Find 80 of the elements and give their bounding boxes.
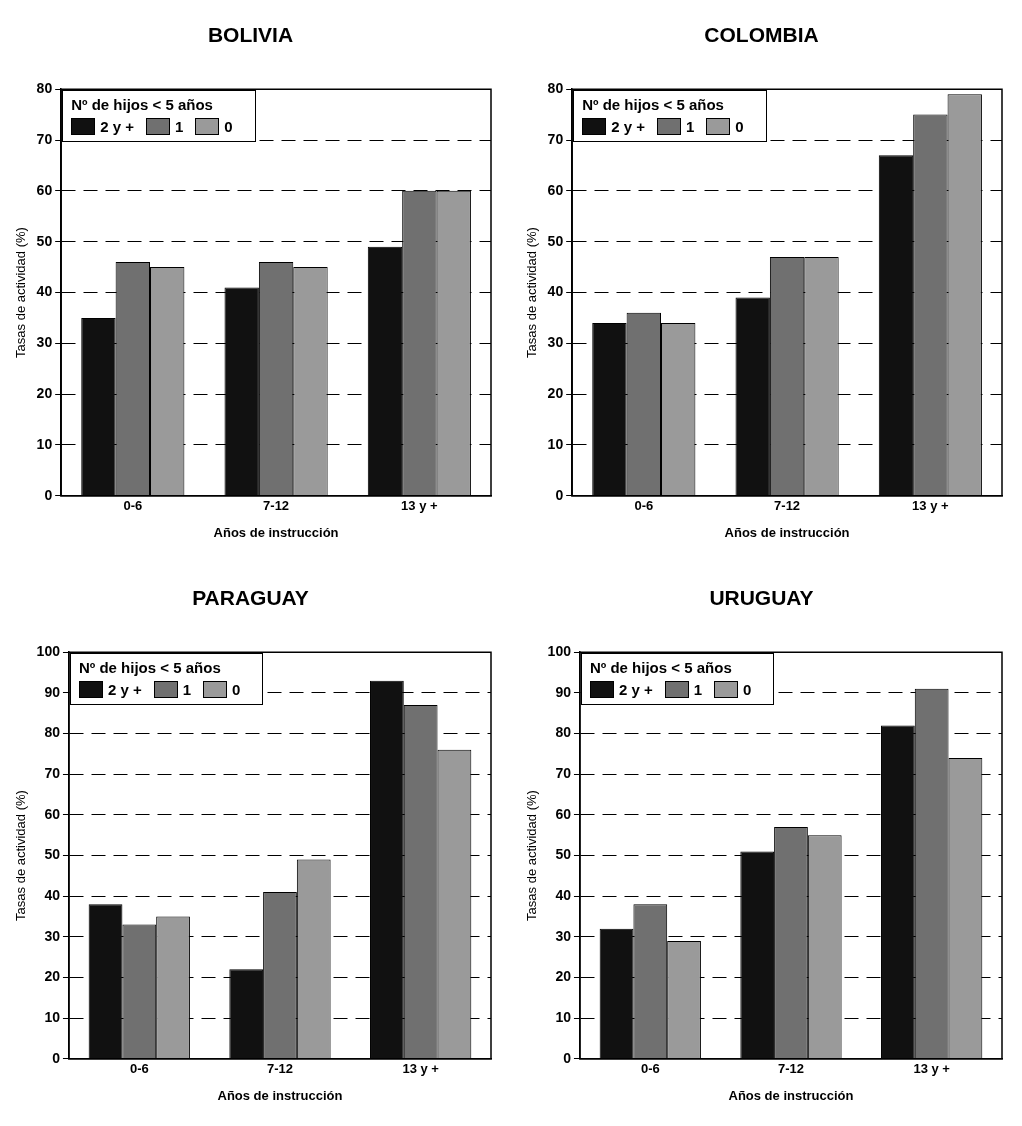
y-tick-label: 60 [36,181,53,198]
y-tick-label: 70 [36,130,53,147]
y-tick-label: 70 [547,130,564,147]
y-tick-label: 70 [555,765,572,782]
y-tick-label: 20 [44,968,61,985]
legend-label: 1 [693,681,703,699]
x-tick-label: 13 y + [913,1061,951,1077]
y-tick-label: 10 [555,1009,572,1025]
x-tick-label: 7-12 [263,498,290,514]
x-tick-label: 13 y + [912,498,950,514]
y-tick-label: 60 [547,181,564,198]
y-tick-label: 10 [547,435,564,452]
y-tick-label: 50 [44,846,61,863]
y-tick-label: 20 [555,968,572,985]
y-tick-label: 30 [547,334,564,351]
x-tick-label: 13 y + [402,1061,440,1077]
y-tick-label: 50 [555,846,572,863]
x-tick-label: 0-6 [634,498,654,514]
legend-label: 0 [224,118,233,136]
y-tick-label: 90 [44,683,61,700]
y-tick-label: 20 [547,385,564,402]
y-tick-label: 40 [36,283,53,300]
x-tick-label: 7-12 [774,498,801,514]
y-tick-label: 70 [44,765,61,782]
y-axis-title: Tasas de actividad (%) [13,227,29,358]
x-axis-title: Años de instrucción [213,524,339,540]
legend-title: Nº de hijos < 5 años [589,659,733,677]
x-tick-label: 7-12 [777,1061,804,1077]
y-tick-label: 50 [36,232,53,249]
x-tick-label: 13 y + [401,498,439,514]
legend-label: 2 y + [618,681,653,699]
y-tick-label: 60 [555,805,572,822]
y-tick-label: 80 [44,724,61,741]
y-tick-label: 0 [52,1049,61,1066]
chart-title: BOLIVIA [207,23,294,47]
y-tick-label: 80 [555,724,572,741]
y-tick-label: 60 [44,805,61,822]
x-tick-label: 0-6 [129,1061,149,1077]
y-tick-label: 80 [547,80,564,97]
x-tick-label: 0-6 [640,1061,660,1077]
y-tick-label: 30 [36,334,53,351]
chart-title: PARAGUAY [192,586,309,610]
legend-label: 1 [685,118,695,136]
legend-label: 0 [232,681,241,699]
y-tick-label: 40 [555,887,572,904]
legend-label: 0 [743,681,752,699]
y-tick-label: 40 [44,887,61,904]
y-tick-label: 30 [555,927,572,944]
y-tick-label: 30 [44,927,61,944]
y-tick-label: 20 [36,385,53,402]
x-axis-title: Años de instrucción [728,1087,854,1103]
y-axis-title: Tasas de actividad (%) [524,790,540,921]
y-tick-label: 40 [547,283,564,300]
legend-label: 2 y + [611,118,645,136]
y-tick-label: 0 [555,486,564,503]
legend-label: 2 y + [107,681,142,699]
y-tick-label: 100 [36,643,61,660]
chart-title: COLOMBIA [704,23,819,47]
y-tick-label: 50 [547,232,564,249]
chart-title: URUGUAY [709,586,814,610]
y-tick-label: 90 [555,683,572,700]
legend-title: Nº de hijos < 5 años [582,96,725,114]
x-tick-label: 7-12 [266,1061,293,1077]
x-axis-title: Años de instrucción [217,1087,343,1103]
y-tick-label: 0 [44,486,53,503]
y-tick-label: 10 [36,435,53,452]
legend-title: Nº de hijos < 5 años [71,96,214,114]
y-axis-title: Tasas de actividad (%) [524,227,540,358]
legend-label: 0 [735,118,744,136]
legend-label: 1 [182,681,192,699]
y-axis-title: Tasas de actividad (%) [13,790,29,921]
legend-title: Nº de hijos < 5 años [78,659,222,677]
y-tick-label: 0 [563,1049,572,1066]
y-tick-label: 80 [36,80,53,97]
x-axis-title: Años de instrucción [724,524,850,540]
x-tick-label: 0-6 [123,498,143,514]
legend-label: 2 y + [100,118,134,136]
y-tick-label: 100 [547,643,572,660]
y-tick-label: 10 [44,1009,61,1025]
legend-label: 1 [174,118,184,136]
